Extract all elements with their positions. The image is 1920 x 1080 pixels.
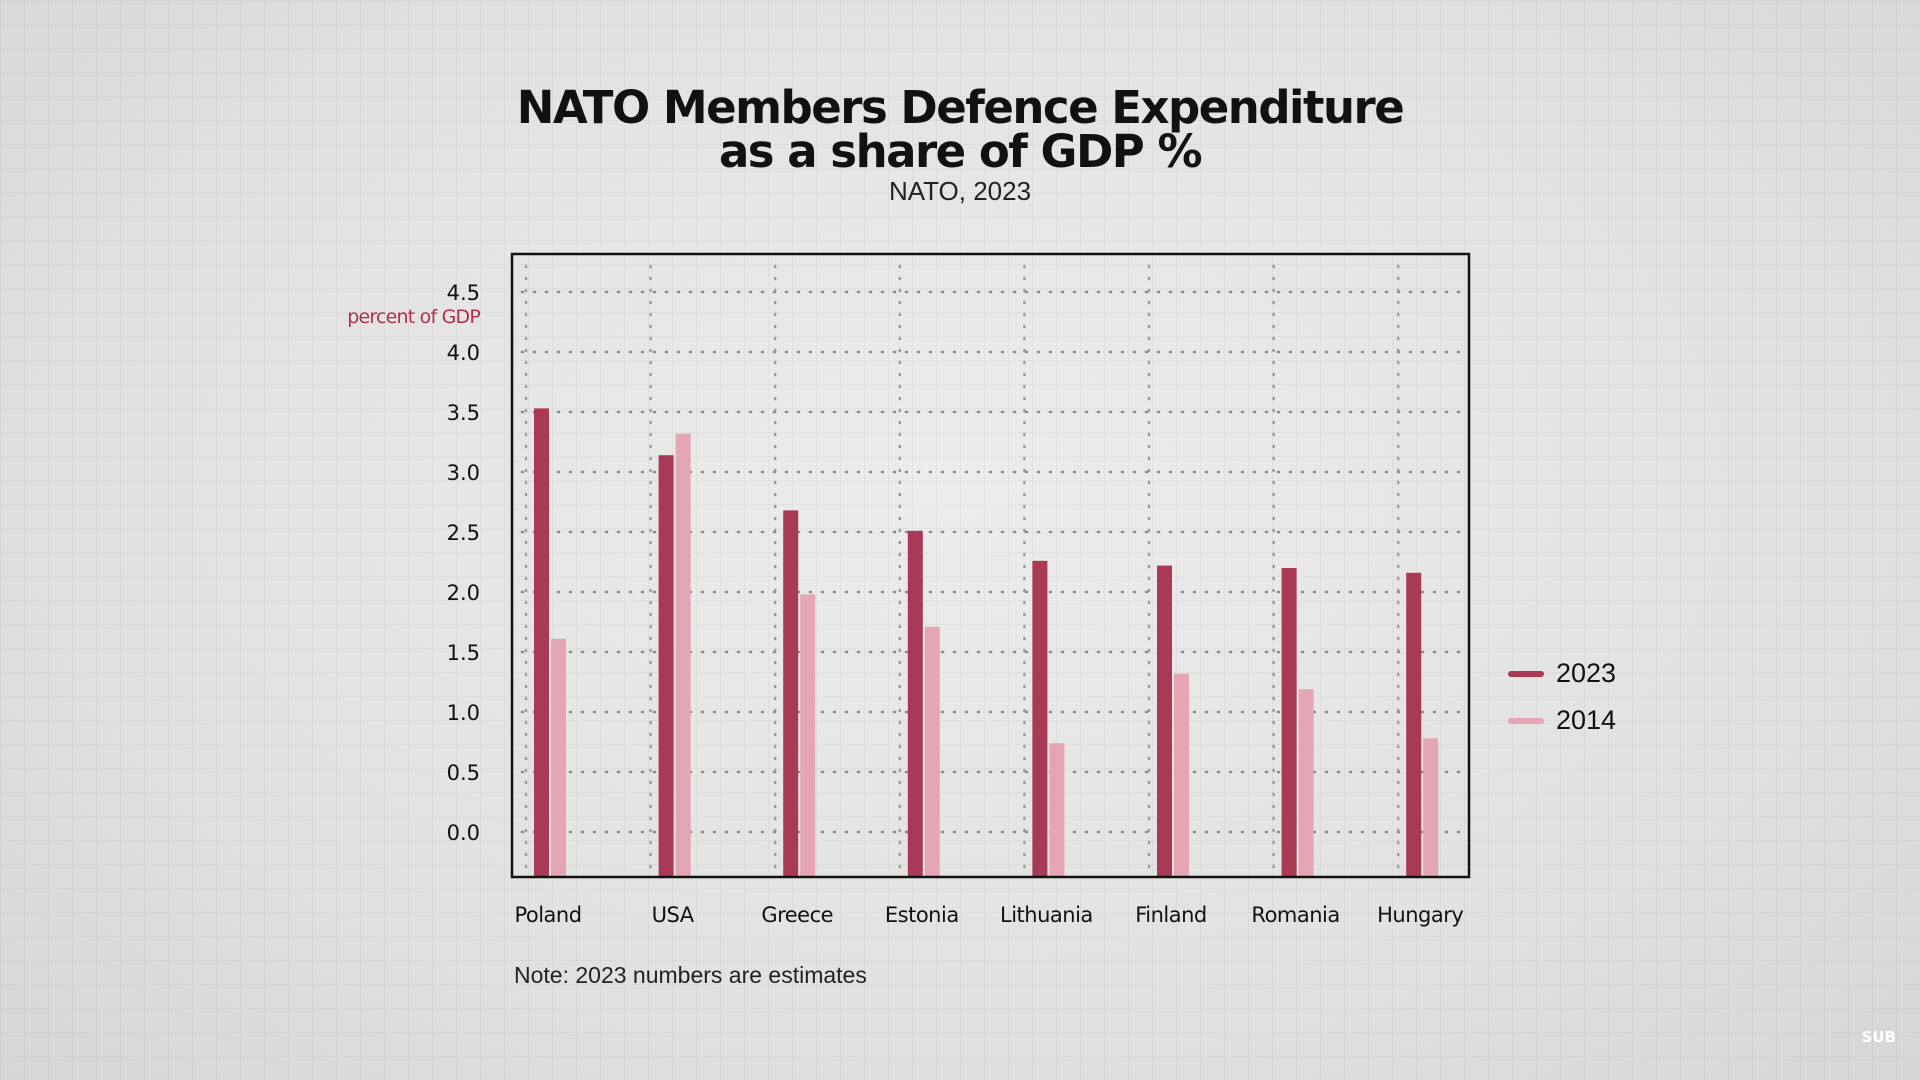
bar-2014-usa <box>675 433 691 877</box>
chart-subtitle: NATO, 2023 <box>888 176 1032 206</box>
bar-2023-estonia <box>907 530 923 877</box>
y-tick-label: 3.0 <box>447 461 480 485</box>
x-tick-label: Estonia <box>885 903 959 927</box>
legend-label-2014: 2014 <box>1556 705 1617 735</box>
bar-2014-estonia <box>924 626 940 877</box>
x-tick-label: Hungary <box>1377 903 1463 927</box>
bar-2023-poland <box>534 408 549 877</box>
chart-title-line2: as a share of GDP % <box>718 125 1203 178</box>
y-tick-label: 2.5 <box>447 521 480 545</box>
y-tick-label: 0.5 <box>447 761 480 785</box>
legend-label-2023: 2023 <box>1556 658 1617 688</box>
y-tick-label: 2.0 <box>447 581 480 605</box>
bar-2023-romania <box>1281 568 1297 877</box>
bar-2014-lithuania <box>1049 743 1065 877</box>
x-tick-label: Lithuania <box>1000 903 1093 927</box>
bar-2023-hungary <box>1406 572 1422 877</box>
y-tick-label: 0.0 <box>447 821 480 845</box>
corner-watermark: SUB <box>1861 1028 1896 1046</box>
chart-note: Note: 2023 numbers are estimates <box>514 962 867 988</box>
y-tick-label: 3.5 <box>447 401 480 425</box>
y-tick-label: 1.0 <box>447 701 480 725</box>
legend-swatch-2014 <box>1508 717 1544 724</box>
x-tick-label: Romania <box>1251 903 1339 927</box>
bar-2014-poland <box>551 638 566 877</box>
bar-2023-usa <box>658 455 674 877</box>
bar-2014-finland <box>1174 673 1189 877</box>
legend-item-2023: 2023 <box>1508 658 1616 689</box>
y-axis-label: percent of GDP <box>347 306 480 328</box>
bar-2023-lithuania <box>1032 560 1048 877</box>
bar-2023-finland <box>1157 565 1172 877</box>
bar-2014-romania <box>1298 689 1314 877</box>
chart-title: NATO Members Defence Expenditure <box>516 81 1405 134</box>
y-tick-label: 1.5 <box>447 641 480 665</box>
bar-2014-greece <box>800 594 816 877</box>
legend-swatch-2023 <box>1508 670 1544 677</box>
y-tick-label: 4.0 <box>447 341 480 365</box>
y-tick-label: 4.5 <box>447 281 480 305</box>
x-tick-label: USA <box>652 903 695 927</box>
bar-2014-hungary <box>1423 738 1439 877</box>
plot-frame <box>510 252 1471 879</box>
x-tick-label: Finland <box>1135 903 1207 927</box>
x-tick-label: Poland <box>514 903 581 927</box>
x-tick-label: Greece <box>761 903 833 927</box>
legend-item-2014: 2014 <box>1508 705 1616 736</box>
bar-2023-greece <box>783 510 799 877</box>
